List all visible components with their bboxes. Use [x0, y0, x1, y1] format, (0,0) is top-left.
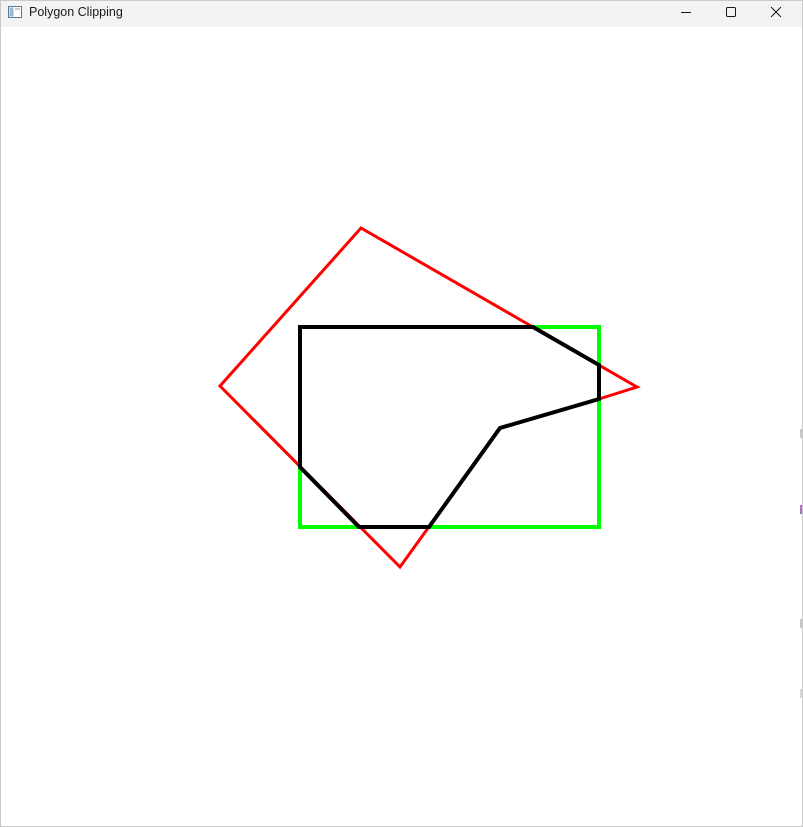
clipped-polygon [298, 325, 601, 529]
minimize-icon [681, 12, 691, 13]
drawing-canvas[interactable] [1, 27, 802, 826]
polygon-clipping-drawing [217, 226, 641, 570]
maximize-icon [726, 7, 736, 17]
maximize-button[interactable] [708, 1, 754, 27]
window-app-icon [8, 6, 22, 18]
window-title: Polygon Clipping [29, 5, 123, 19]
subject-polygon [217, 226, 641, 570]
title-bar[interactable]: Polygon Clipping [1, 1, 802, 27]
window-edge-artifacts [798, 27, 802, 826]
minimize-button[interactable] [663, 1, 709, 27]
close-icon [770, 6, 782, 18]
close-button[interactable] [753, 1, 799, 27]
